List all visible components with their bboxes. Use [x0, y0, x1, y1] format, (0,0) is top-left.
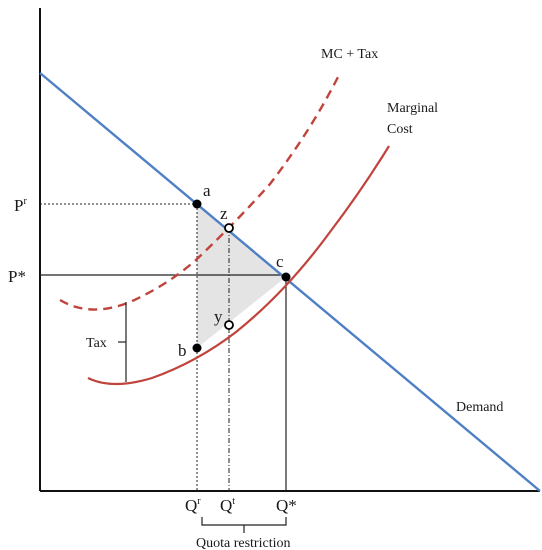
point-b-label: b	[178, 341, 187, 360]
demand-label: Demand	[456, 400, 503, 415]
marginal-cost-label-line1: Marginal	[387, 101, 438, 116]
point-z-marker	[224, 223, 234, 233]
point-z-label: z	[220, 204, 228, 223]
quota-brace	[201, 517, 287, 533]
quantity-qt-label: Qt	[220, 496, 235, 515]
mc-plus-tax-label: MC + Tax	[321, 47, 378, 62]
marginal-cost-label-line2: Cost	[387, 122, 413, 137]
quantity-qr-label: Qr	[185, 496, 201, 515]
quota-label: Quota restriction	[196, 536, 290, 550]
point-a-label: a	[203, 181, 211, 200]
tax-label: Tax	[86, 336, 107, 351]
point-a-marker	[192, 199, 202, 209]
point-b-marker	[192, 343, 202, 353]
price-pr-label: Pr	[14, 196, 27, 215]
point-y-label: y	[214, 307, 223, 326]
price-pstar-label: P*	[8, 267, 26, 286]
mc-plus-tax-curve	[59, 76, 340, 311]
point-c-label: c	[276, 252, 284, 271]
marginal-cost-curve	[87, 145, 390, 386]
point-y-marker	[224, 320, 234, 330]
point-c-marker	[281, 272, 291, 282]
quantity-qstar-label: Q*	[276, 496, 297, 515]
